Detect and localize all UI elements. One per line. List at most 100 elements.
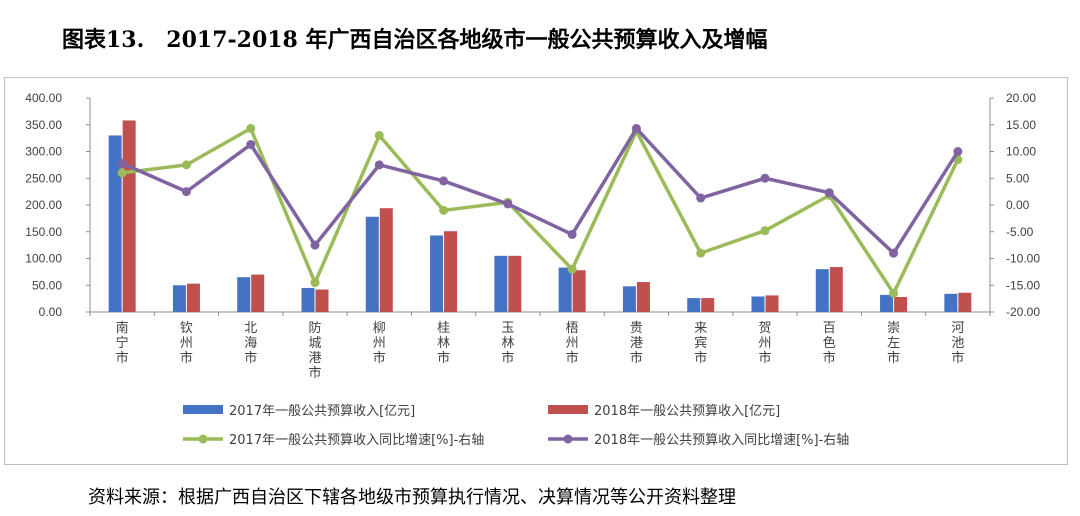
- right-tick-label: -10.00: [1006, 252, 1040, 266]
- right-tick-label: -5.00: [1006, 225, 1034, 239]
- legend-label: 2018年一般公共预算收入[亿元]: [594, 403, 780, 419]
- legend-label: 2018年一般公共预算收入同比增速[%]-右轴: [594, 432, 849, 448]
- bar-2018: [444, 231, 458, 312]
- chart-frame: [4, 77, 1068, 465]
- point-2018: [246, 140, 256, 150]
- category-label: 南宁市: [116, 320, 129, 366]
- point-2017: [760, 226, 770, 236]
- bar-2017: [237, 277, 251, 312]
- bar-2018: [315, 289, 329, 312]
- figure-title: 图表13. 2017-2018 年广西自治区各地级市一般公共预算收入及增幅: [62, 27, 768, 53]
- bar-2017: [944, 293, 958, 312]
- legend-label: 2017年一般公共预算收入同比增速[%]-右轴: [229, 432, 484, 448]
- point-2017: [181, 160, 191, 170]
- bar-2017: [815, 269, 829, 312]
- bar-2018: [701, 298, 715, 312]
- category-label: 百色市: [823, 321, 836, 366]
- point-2017: [310, 278, 320, 288]
- source-note: 资料来源：根据广西自治区下辖各地级市预算执行情况、决算情况等公开资料整理: [88, 487, 736, 508]
- left-tick-label: 0.00: [39, 305, 63, 319]
- bar-2018: [958, 292, 972, 312]
- left-tick-label: 50.00: [32, 278, 62, 292]
- point-2017: [246, 123, 256, 133]
- point-2017: [374, 130, 384, 140]
- left-tick-label: 350.00: [25, 118, 62, 132]
- bar-2017: [622, 286, 636, 312]
- bar-2017: [430, 235, 444, 312]
- right-tick-label: 20.00: [1006, 91, 1036, 105]
- bar-2018: [122, 120, 136, 312]
- right-tick-label: -20.00: [1006, 305, 1040, 319]
- point-2018: [117, 158, 127, 168]
- bar-2018: [765, 295, 779, 312]
- bar-2017: [880, 294, 894, 312]
- point-2018: [567, 229, 577, 239]
- bar-2017: [172, 285, 186, 312]
- left-tick-label: 400.00: [25, 91, 62, 105]
- point-2017: [439, 205, 449, 215]
- point-2018: [631, 123, 641, 133]
- right-tick-label: 10.00: [1006, 145, 1036, 159]
- legend-swatch-bar: [183, 405, 223, 414]
- bar-2017: [558, 267, 572, 312]
- bar-2017: [108, 135, 122, 312]
- chart-canvas: 0.00 50.00 100.00 150.00 200.00 250.00 300.00 3…: [25, 91, 1040, 448]
- point-2018: [503, 199, 513, 209]
- point-2018: [953, 147, 963, 156]
- legend-swatch-marker: [563, 434, 573, 444]
- category-label: 河池市: [951, 321, 964, 366]
- line-2018: [121, 126, 960, 255]
- bar-2017: [494, 255, 508, 312]
- point-2018: [889, 248, 899, 258]
- point-2017: [889, 288, 899, 298]
- category-labels: 南宁市 钦州市 北海市 防城港市 柳州市 桂林市 玉林市 梧州市 贵港市 来宾市 贺州市 百色市 崇左市…: [89, 312, 991, 381]
- category-label: 桂林市: [437, 321, 450, 366]
- category-label: 柳州市: [373, 321, 386, 366]
- left-tick-label: 200.00: [25, 198, 62, 212]
- bar-2018: [251, 274, 265, 312]
- line-series: [117, 123, 963, 298]
- point-2018: [760, 173, 770, 183]
- point-2018: [374, 160, 384, 170]
- category-label: 钦州市: [180, 321, 193, 366]
- left-tick-label: 300.00: [25, 145, 62, 159]
- category-label: 防城港市: [308, 320, 321, 381]
- category-label: 来宾市: [694, 321, 707, 366]
- left-axis: 0.00 50.00 100.00 150.00 200.00 250.00 300.00 3…: [25, 91, 90, 319]
- point-2017: [117, 168, 127, 178]
- right-tick-label: 0.00: [1006, 198, 1030, 212]
- bar-2017: [365, 216, 379, 312]
- legend: 2017年一般公共预算收入[亿元] 2018年一般公共预算收入[亿元] 2017年一…: [183, 403, 849, 448]
- bar-2018: [508, 255, 522, 312]
- legend-swatch-bar: [548, 405, 588, 414]
- point-2018: [439, 176, 449, 186]
- right-tick-label: -15.00: [1006, 278, 1040, 292]
- bar-2018: [379, 208, 393, 312]
- bar-2017: [751, 296, 765, 312]
- category-label: 北海市: [244, 321, 257, 366]
- point-2017: [567, 264, 577, 274]
- legend-swatch-marker: [198, 434, 208, 444]
- category-label: 玉林市: [501, 321, 514, 366]
- right-tick-label: 5.00: [1006, 171, 1030, 185]
- bar-2018: [572, 270, 586, 312]
- category-label: 梧州市: [566, 321, 579, 366]
- left-tick-label: 100.00: [25, 252, 62, 266]
- line-2017: [121, 126, 960, 296]
- category-label: 贵港市: [630, 321, 643, 366]
- category-label: 崇左市: [887, 321, 900, 366]
- bar-2018: [636, 282, 650, 312]
- point-2017: [696, 248, 706, 258]
- point-2018: [310, 240, 320, 250]
- bar-2018: [186, 283, 200, 312]
- category-label: 贺州市: [758, 321, 771, 366]
- left-tick-label: 150.00: [25, 225, 62, 239]
- point-2018: [696, 193, 706, 203]
- right-tick-label: 15.00: [1006, 118, 1036, 132]
- bar-2017: [301, 287, 315, 312]
- axis-lines: [89, 98, 991, 313]
- point-2018: [824, 188, 834, 198]
- bar-2018: [829, 267, 843, 312]
- point-2018: [181, 187, 191, 197]
- left-tick-label: 250.00: [25, 171, 62, 185]
